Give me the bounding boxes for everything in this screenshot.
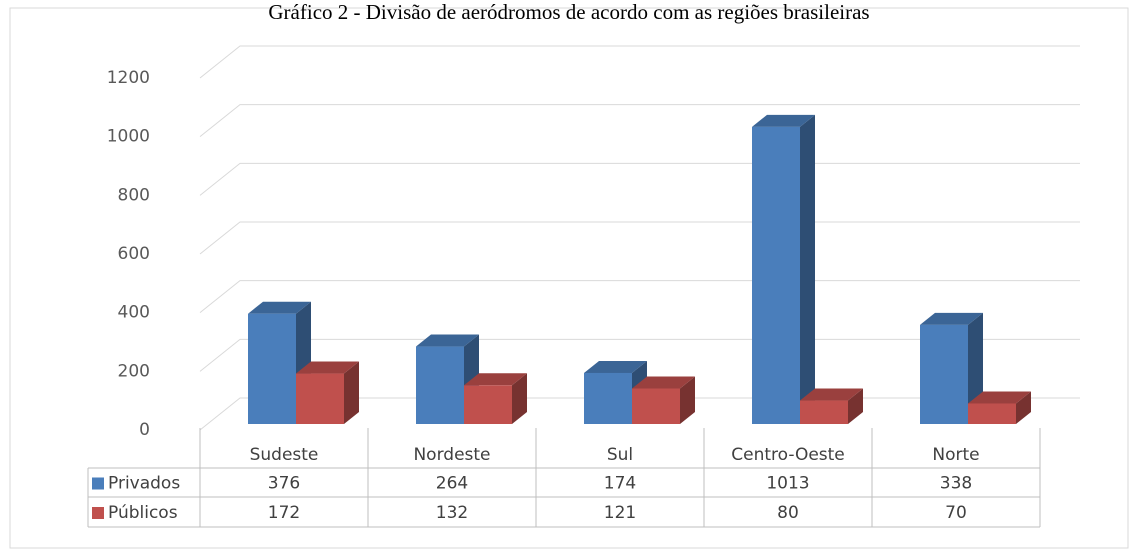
chart-title: Gráfico 2 - Divisão de aeródromos de aco… [268, 0, 869, 24]
x-tick-label: Nordeste [413, 445, 490, 465]
legend-key [92, 507, 104, 519]
x-tick-label: Norte [932, 445, 979, 465]
grid-line [199, 162, 1080, 196]
grid-line [199, 221, 1080, 255]
table-value: 338 [940, 474, 972, 494]
x-tick-label: Sudeste [250, 445, 319, 465]
table-value: 174 [604, 474, 636, 494]
bar-top [632, 376, 695, 389]
bar [752, 126, 800, 424]
legend-label: Privados [108, 474, 180, 494]
bar-side [512, 373, 527, 424]
grid-line [199, 45, 1080, 79]
legend-key [92, 477, 104, 490]
bar-side [848, 388, 863, 424]
bar-top [296, 361, 359, 374]
table-value: 376 [268, 474, 300, 494]
bar-top [800, 388, 863, 401]
bar [632, 388, 680, 424]
bar [800, 400, 848, 424]
table-value: 132 [436, 503, 468, 523]
x-tick-label: Centro-Oeste [731, 445, 845, 465]
chart-border [9, 7, 1129, 549]
bar [920, 324, 968, 424]
table-value: 80 [777, 503, 799, 523]
bar-top [920, 312, 983, 325]
table-value: 172 [268, 503, 300, 523]
bar-side [344, 361, 359, 424]
bar [464, 385, 512, 424]
bar-top [248, 301, 311, 314]
bar [296, 373, 344, 424]
bar [248, 313, 296, 424]
table-value: 121 [604, 503, 636, 523]
bar [968, 403, 1016, 424]
bar [584, 372, 632, 424]
y-tick-label: 400 [118, 303, 150, 323]
bar [416, 346, 464, 424]
legend-label: Públicos [108, 503, 178, 523]
bar-top [464, 373, 527, 386]
bar-side [680, 376, 695, 424]
bar-side [800, 114, 815, 424]
table-value: 1013 [766, 474, 809, 494]
y-tick-label: 1000 [107, 127, 150, 147]
table-value: 70 [945, 503, 967, 523]
table-value: 264 [436, 474, 468, 494]
grid-line [199, 280, 1080, 314]
y-tick-label: 800 [118, 185, 150, 205]
x-tick-label: Sul [607, 445, 633, 465]
y-tick-label: 1200 [107, 68, 150, 88]
y-tick-label: 0 [139, 420, 150, 440]
grid-line [199, 104, 1080, 138]
y-tick-label: 600 [118, 244, 150, 264]
bar-top [416, 334, 479, 347]
bar-top [584, 360, 647, 373]
y-tick-label: 200 [118, 361, 150, 381]
bar-top [752, 114, 815, 127]
bar-side [1016, 391, 1031, 424]
bar-top [968, 391, 1031, 404]
